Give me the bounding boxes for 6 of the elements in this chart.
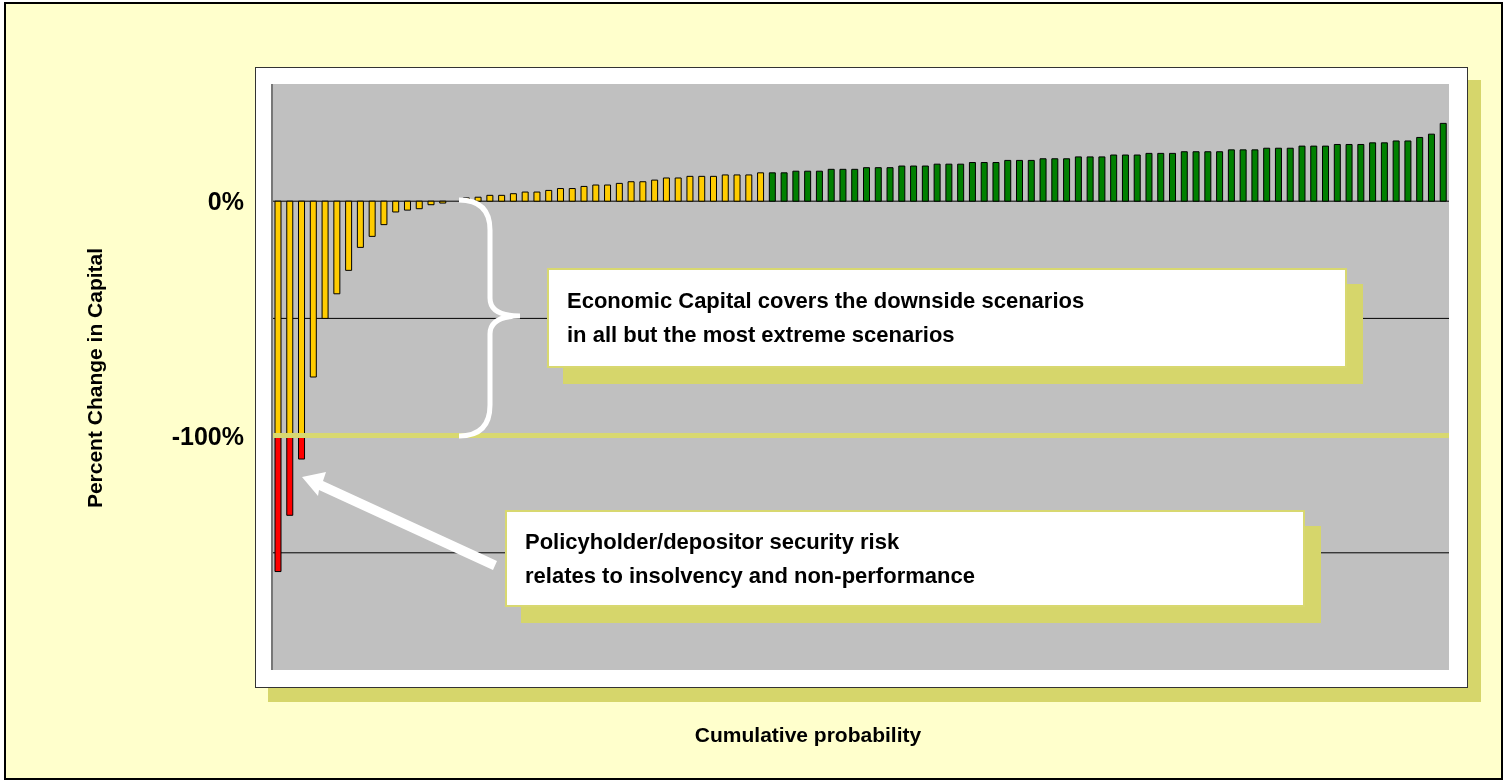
y-tick-label: -100% xyxy=(171,421,244,450)
y-tick-label: 0% xyxy=(207,187,244,216)
bar xyxy=(298,435,306,460)
x-axis-title: Cumulative probability xyxy=(694,723,922,747)
bar xyxy=(286,435,294,516)
y-axis-title: Percent Change in Capital xyxy=(83,247,107,509)
